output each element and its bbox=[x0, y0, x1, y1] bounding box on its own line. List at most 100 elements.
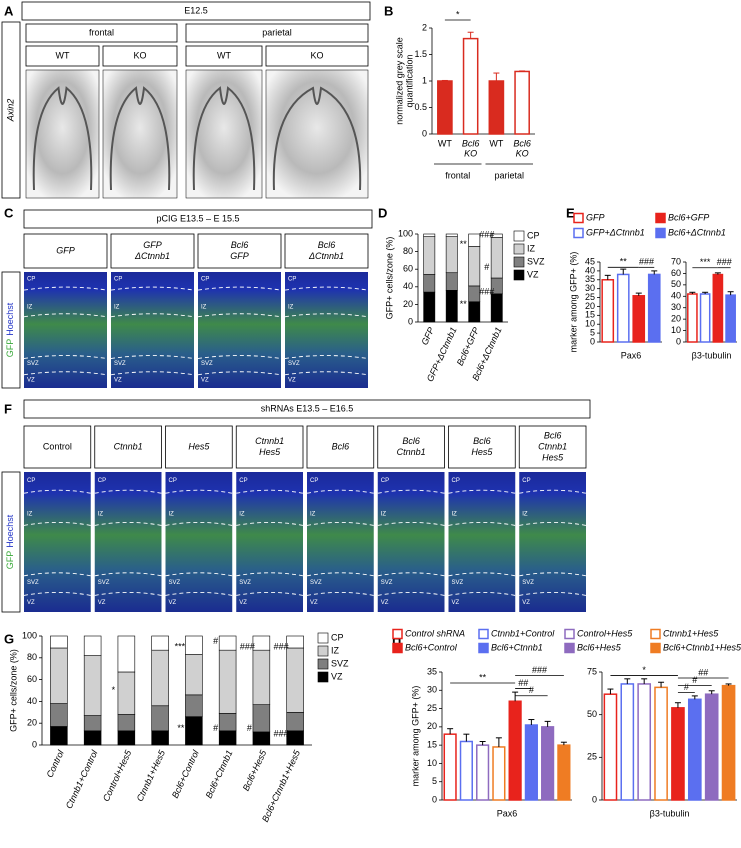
zone-label: SVZ bbox=[114, 361, 126, 367]
zone-boundary bbox=[110, 313, 195, 318]
x-tick-label: KO bbox=[464, 148, 477, 158]
x-tick-label: Ctnnb1+Hes5 bbox=[135, 748, 168, 803]
panel-label: F bbox=[4, 401, 12, 416]
bar-segment bbox=[445, 290, 458, 323]
tissue-outline bbox=[272, 86, 362, 191]
y-tick-label: 100 bbox=[398, 228, 413, 238]
zone-label: SVZ bbox=[27, 580, 39, 586]
bar bbox=[443, 733, 457, 801]
bar bbox=[632, 295, 646, 343]
bar-segment bbox=[50, 703, 68, 727]
bar-segment bbox=[445, 236, 458, 274]
column-label: Bcl6 bbox=[473, 436, 491, 446]
significance-label: # bbox=[213, 636, 218, 646]
micrograph bbox=[236, 472, 303, 612]
legend-swatch bbox=[317, 671, 329, 683]
x-tick-label: Bcl6 bbox=[513, 138, 531, 148]
bar-segment bbox=[286, 730, 304, 746]
bar-segment bbox=[151, 635, 169, 651]
bar bbox=[687, 698, 702, 801]
x-tick-label: Bcl6+Hes5 bbox=[241, 748, 269, 793]
condition-label: pCIG E13.5 – E 15.5 bbox=[156, 213, 239, 223]
y-tick-label: 15 bbox=[585, 310, 595, 320]
bar-segment bbox=[50, 635, 68, 649]
significance-label: * bbox=[642, 665, 646, 675]
y-tick-label: 40 bbox=[27, 696, 37, 706]
y-axis-label: normalized grey scale bbox=[394, 37, 404, 125]
legend-swatch bbox=[478, 628, 489, 640]
bar-segment bbox=[490, 237, 503, 279]
stain-label: GFP Hoechst bbox=[5, 514, 15, 569]
significance-label: ### bbox=[479, 286, 494, 296]
zone-label: VZ bbox=[114, 377, 122, 383]
column-label: Ctnnb1 bbox=[114, 441, 143, 451]
y-tick-label: 80 bbox=[403, 246, 413, 256]
zone-label: SVZ bbox=[288, 361, 300, 367]
y-tick-label: 20 bbox=[27, 718, 37, 728]
zone-label: IZ bbox=[288, 304, 294, 310]
column-label: Bcl6 bbox=[544, 430, 562, 440]
zone-label: SVZ bbox=[98, 580, 110, 586]
micrograph bbox=[165, 472, 233, 612]
zone-label: VZ bbox=[522, 600, 530, 606]
legend-label: Bcl6+Ctnnb1 bbox=[491, 642, 543, 652]
bar bbox=[492, 746, 506, 801]
bar bbox=[725, 294, 736, 343]
column-label: GFP bbox=[230, 251, 249, 261]
micrograph bbox=[94, 472, 162, 612]
x-tick-label: Bcl6+Ctnnb1 bbox=[204, 749, 235, 800]
y-tick-label: 0 bbox=[592, 794, 597, 804]
panel-label: C bbox=[4, 205, 14, 220]
legend-label: IZ bbox=[331, 645, 340, 655]
frame bbox=[23, 209, 373, 229]
zone-boundary bbox=[23, 313, 108, 318]
zone-label: VZ bbox=[288, 377, 296, 383]
bar bbox=[671, 707, 685, 801]
bar-segment bbox=[218, 635, 237, 651]
column-label: Bcl6 bbox=[231, 240, 249, 250]
zone-label: VZ bbox=[98, 600, 106, 606]
x-tick-label: WT bbox=[438, 138, 452, 148]
zone-label: CP bbox=[201, 277, 209, 283]
bar-segment bbox=[185, 694, 203, 717]
significance-label: * bbox=[112, 685, 116, 695]
micrograph bbox=[102, 69, 178, 199]
bar bbox=[637, 683, 652, 801]
frame bbox=[102, 45, 178, 67]
y-tick-label: 50 bbox=[587, 709, 597, 719]
y-tick-label: 50 bbox=[671, 279, 681, 289]
y-tick-label: 20 bbox=[427, 721, 437, 731]
frame bbox=[1, 271, 21, 389]
significance-label: # bbox=[247, 723, 252, 733]
bar-segment bbox=[286, 711, 304, 732]
y-tick-label: 100 bbox=[22, 630, 37, 640]
panel-label: B bbox=[384, 3, 393, 18]
y-axis-label: marker among GFP+ (%) bbox=[568, 252, 578, 353]
x-axis-label: Pax6 bbox=[621, 350, 642, 360]
y-tick-label: 30 bbox=[585, 283, 595, 293]
legend-label: CP bbox=[527, 230, 540, 240]
y-tick-label: 25 bbox=[427, 703, 437, 713]
zone-label: SVZ bbox=[522, 580, 534, 586]
bar-segment bbox=[286, 635, 304, 649]
legend-label: VZ bbox=[331, 671, 343, 681]
stage-label: E12.5 bbox=[184, 5, 208, 15]
legend-label: Bcl6+GFP bbox=[668, 212, 709, 222]
y-axis-label: GFP+ cells/zone (%) bbox=[8, 649, 18, 732]
frame bbox=[1, 471, 21, 613]
micrograph bbox=[307, 472, 374, 612]
micrograph bbox=[377, 472, 445, 612]
zone-boundary bbox=[110, 286, 195, 291]
column-label: Hes5 bbox=[542, 452, 564, 462]
x-tick-label: Control+Hes5 bbox=[101, 748, 134, 803]
zone-label: CP bbox=[169, 478, 177, 484]
y-tick-label: 0 bbox=[32, 739, 37, 749]
bar bbox=[462, 37, 479, 135]
zone-label: IZ bbox=[452, 512, 458, 518]
legend-label: SVZ bbox=[527, 256, 545, 266]
significance-label: # bbox=[213, 723, 218, 733]
significance-label: ### bbox=[479, 229, 494, 239]
y-tick-label: 0 bbox=[422, 128, 427, 138]
zone-boundary bbox=[23, 286, 108, 291]
zone-label: SVZ bbox=[201, 361, 213, 367]
